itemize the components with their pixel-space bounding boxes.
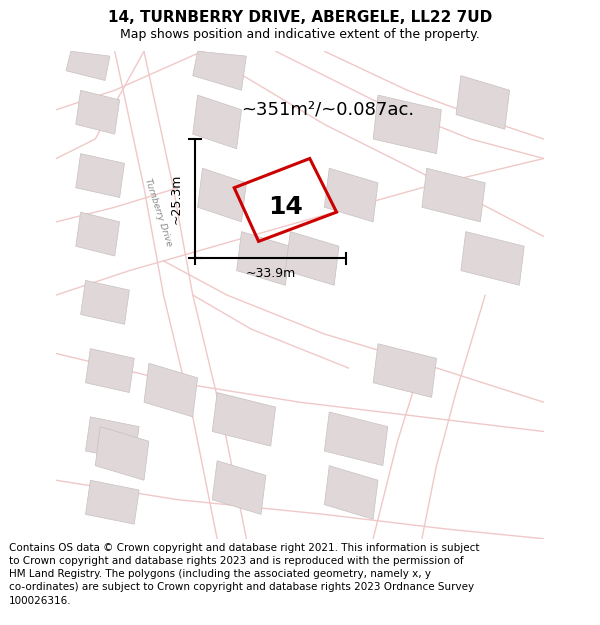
Polygon shape	[373, 95, 442, 154]
Text: 14, TURNBERRY DRIVE, ABERGELE, LL22 7UD: 14, TURNBERRY DRIVE, ABERGELE, LL22 7UD	[108, 10, 492, 25]
Polygon shape	[212, 392, 275, 446]
Polygon shape	[212, 461, 266, 514]
Polygon shape	[80, 281, 130, 324]
Polygon shape	[461, 232, 524, 285]
Polygon shape	[456, 76, 509, 129]
Polygon shape	[422, 168, 485, 222]
Text: 14: 14	[268, 195, 303, 219]
Polygon shape	[85, 480, 139, 524]
Text: Contains OS data © Crown copyright and database right 2021. This information is : Contains OS data © Crown copyright and d…	[9, 543, 479, 606]
Text: ~351m²/~0.087ac.: ~351m²/~0.087ac.	[241, 101, 415, 119]
Text: ~25.3m: ~25.3m	[169, 174, 182, 224]
Polygon shape	[144, 363, 197, 417]
Polygon shape	[76, 154, 124, 198]
Polygon shape	[76, 212, 119, 256]
Text: Map shows position and indicative extent of the property.: Map shows position and indicative extent…	[120, 28, 480, 41]
Polygon shape	[95, 427, 149, 480]
Polygon shape	[193, 51, 247, 90]
Polygon shape	[325, 466, 378, 519]
Text: ~33.9m: ~33.9m	[245, 267, 296, 279]
Polygon shape	[197, 168, 247, 222]
Polygon shape	[76, 90, 119, 134]
Polygon shape	[85, 417, 139, 461]
Polygon shape	[325, 168, 378, 222]
Polygon shape	[66, 51, 110, 81]
Polygon shape	[373, 344, 437, 398]
Polygon shape	[286, 232, 339, 285]
Text: Turnberry Drive: Turnberry Drive	[143, 177, 174, 248]
Polygon shape	[325, 412, 388, 466]
Polygon shape	[193, 95, 241, 149]
Polygon shape	[236, 232, 290, 285]
Polygon shape	[85, 349, 134, 392]
